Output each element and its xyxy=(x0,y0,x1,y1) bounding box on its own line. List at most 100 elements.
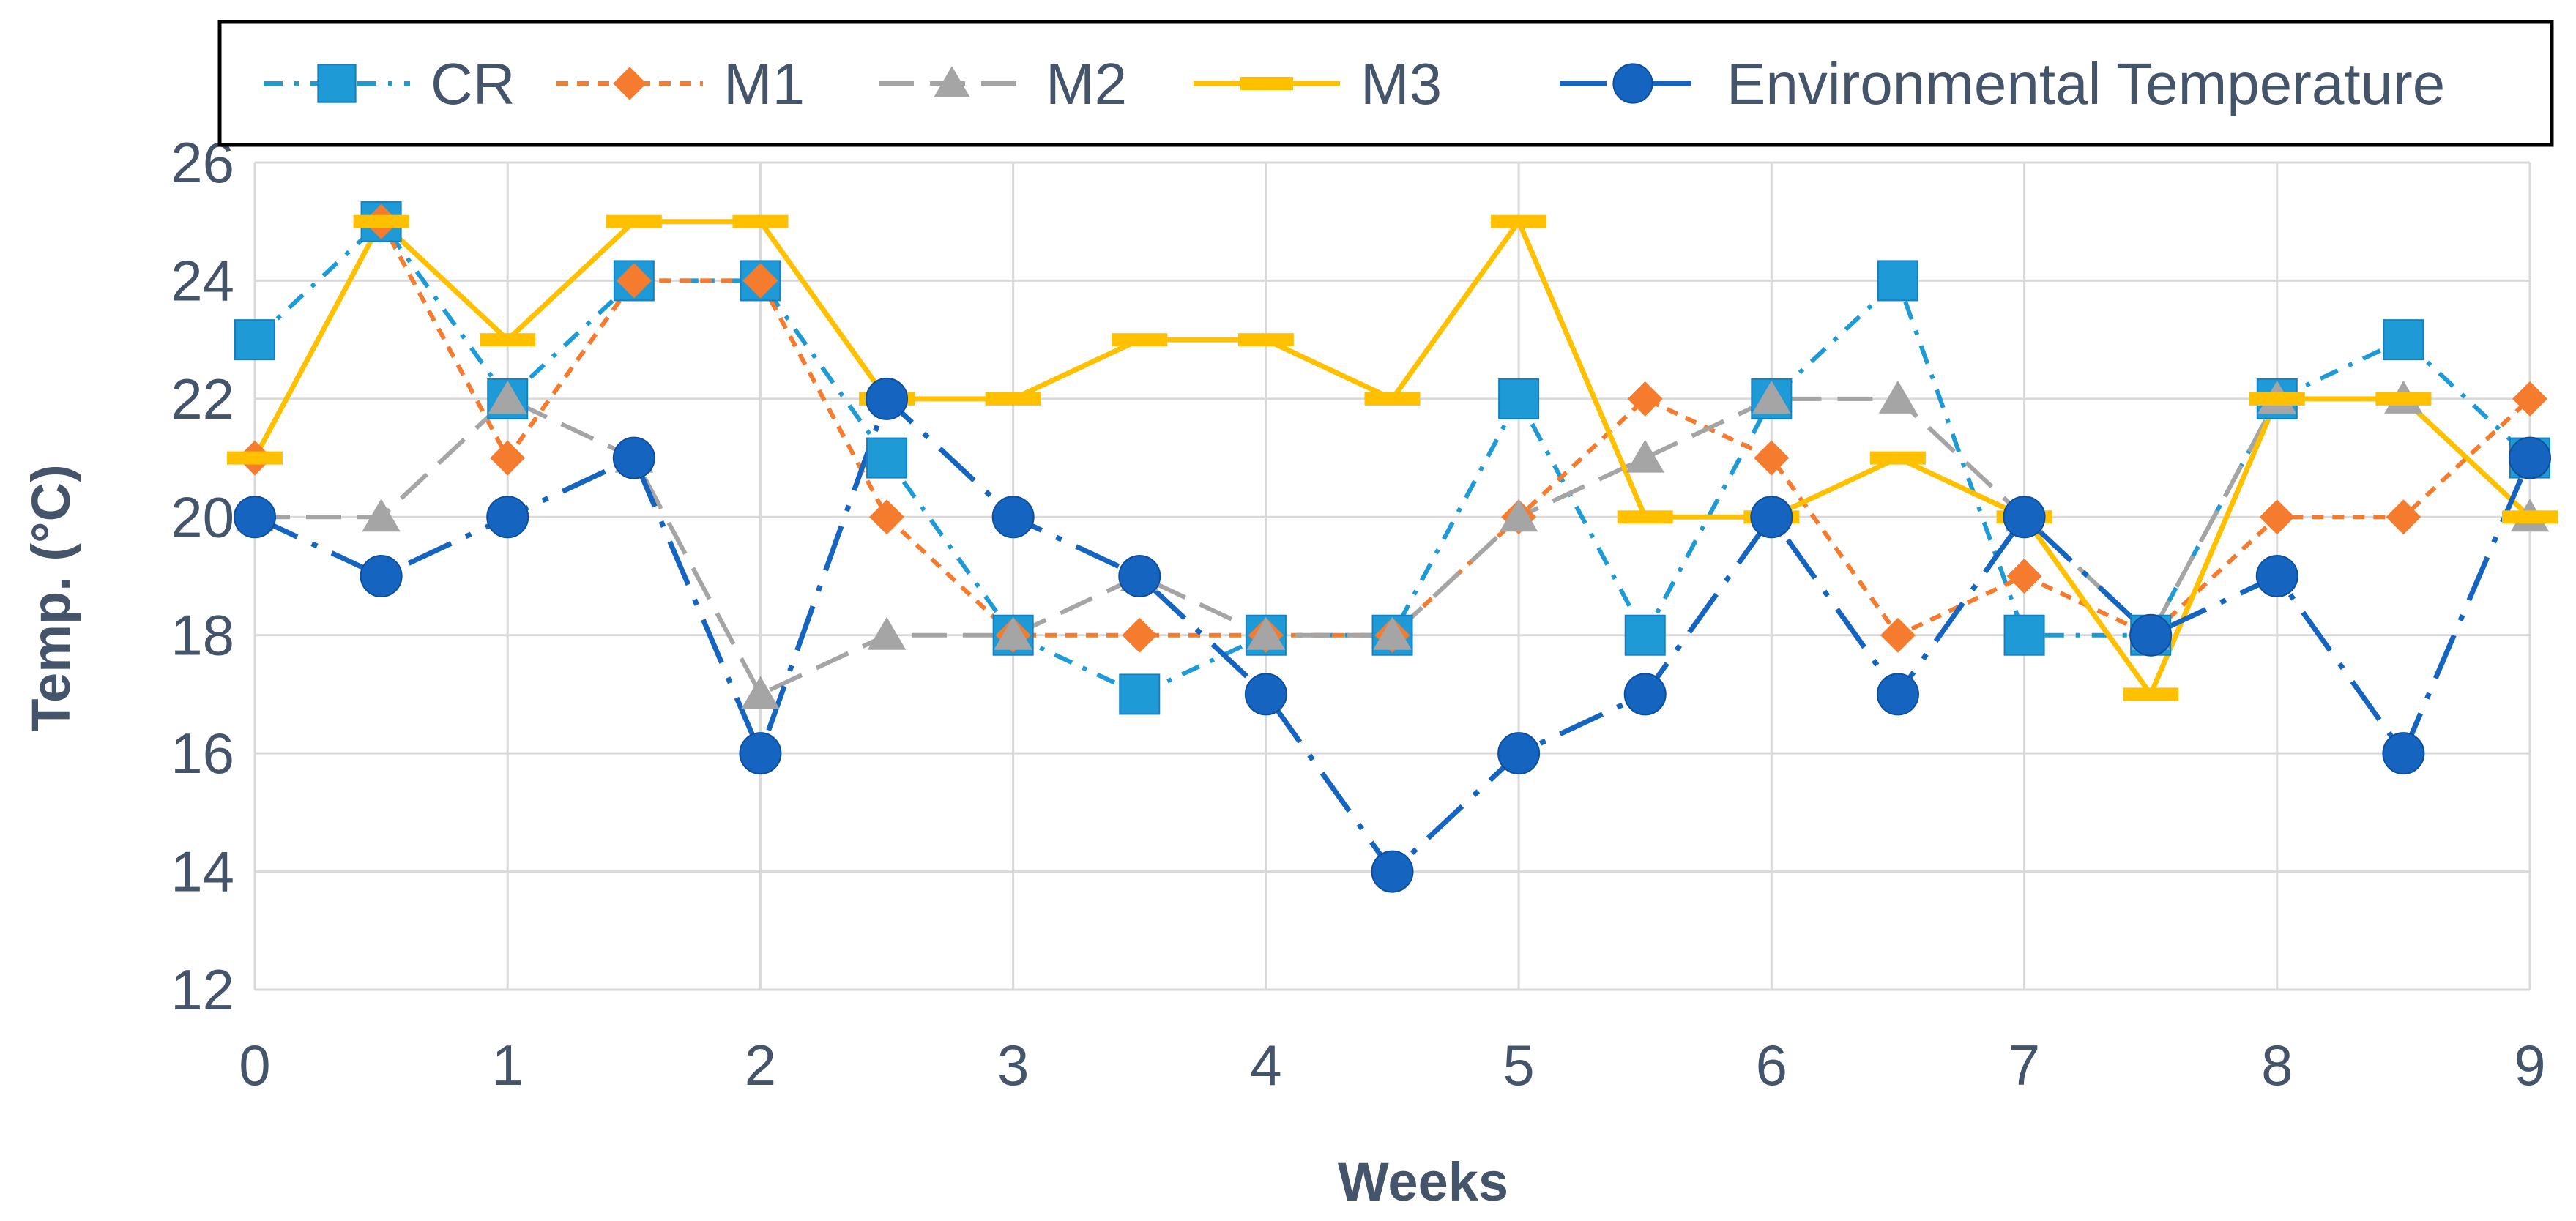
data-point-m2 xyxy=(1752,380,1791,414)
data-point-environmental-temperature xyxy=(1497,732,1541,775)
legend: CR M1 M2 M3 Environmental Temperature xyxy=(217,20,2554,147)
data-point-environmental-temperature xyxy=(1244,673,1287,716)
legend-label-m2: M2 xyxy=(1046,51,1127,116)
data-point-m1 xyxy=(869,499,905,535)
data-point-m1 xyxy=(2386,499,2421,535)
y-tick-label: 20 xyxy=(171,485,234,549)
x-tick-label: 9 xyxy=(2514,1033,2545,1097)
y-tick-label: 24 xyxy=(171,248,234,313)
data-point-m3 xyxy=(2375,392,2432,406)
data-point-m3 xyxy=(732,214,789,228)
series-lines xyxy=(252,219,2533,875)
data-point-environmental-temperature xyxy=(2382,732,2425,775)
data-point-environmental-temperature xyxy=(2003,496,2046,539)
data-point-m1 xyxy=(1880,617,1916,653)
y-tick-label: 22 xyxy=(171,367,234,431)
x-tick-label: 6 xyxy=(1756,1033,1787,1097)
x-tick-label: 4 xyxy=(1250,1033,1281,1097)
data-point-m3 xyxy=(1364,392,1421,406)
data-point-cr xyxy=(2383,319,2424,361)
data-point-environmental-temperature xyxy=(612,436,655,479)
data-point-m1 xyxy=(742,263,778,299)
y-tick-label: 12 xyxy=(171,957,234,1022)
series-line-m1 xyxy=(253,219,2532,638)
data-point-environmental-temperature xyxy=(2255,555,2298,597)
data-point-m3 xyxy=(1491,214,1547,228)
data-point-m1 xyxy=(2006,559,2042,594)
data-point-cr xyxy=(1119,673,1161,715)
x-tick-label: 8 xyxy=(2261,1033,2293,1097)
data-point-m3 xyxy=(353,214,409,228)
data-point-m2 xyxy=(1499,499,1538,532)
data-point-environmental-temperature xyxy=(1623,673,1667,716)
data-point-cr xyxy=(866,437,908,479)
data-point-environmental-temperature xyxy=(234,496,276,539)
data-point-m2 xyxy=(994,616,1032,650)
data-point-m3 xyxy=(1112,333,1168,347)
data-point-m3 xyxy=(2123,687,2179,701)
legend-marker-environmental-temperature xyxy=(1612,63,1653,104)
data-point-m2 xyxy=(488,380,527,414)
legend-marker-m3 xyxy=(1240,77,1294,90)
data-point-m2 xyxy=(1626,439,1664,473)
x-tick-label: 3 xyxy=(997,1033,1029,1097)
data-point-m2 xyxy=(362,499,401,532)
legend-label-cr: CR xyxy=(431,51,515,116)
data-point-m2 xyxy=(1373,616,1412,650)
data-point-cr xyxy=(234,319,275,361)
legend-marker-m1 xyxy=(613,67,647,100)
data-point-cr xyxy=(2003,614,2045,656)
x-tick-label: 0 xyxy=(239,1033,270,1097)
data-point-environmental-temperature xyxy=(1371,850,1414,893)
data-point-cr xyxy=(1624,614,1666,656)
data-point-environmental-temperature xyxy=(2509,436,2551,479)
data-point-environmental-temperature xyxy=(486,496,529,539)
data-point-m3 xyxy=(606,214,662,228)
y-tick-label: 14 xyxy=(171,840,234,904)
data-point-m1 xyxy=(490,440,526,476)
legend-marker-m2 xyxy=(934,66,970,97)
data-point-m1 xyxy=(1627,381,1663,417)
data-point-m3 xyxy=(1869,451,1926,465)
x-tick-label: 2 xyxy=(745,1033,776,1097)
data-point-m1 xyxy=(1754,440,1790,476)
data-point-m1 xyxy=(2259,499,2295,535)
data-point-m2 xyxy=(867,616,907,650)
data-point-cr xyxy=(1877,260,1918,302)
data-point-environmental-temperature xyxy=(2129,613,2173,657)
data-point-m2 xyxy=(1246,616,1286,650)
legend-label-m3: M3 xyxy=(1360,51,1442,116)
data-point-m3 xyxy=(1617,510,1673,524)
data-point-environmental-temperature xyxy=(1750,496,1793,539)
x-tick-label: 5 xyxy=(1503,1033,1534,1097)
data-point-m2 xyxy=(1878,380,1918,414)
data-point-m3 xyxy=(1237,333,1294,347)
legend-marker-cr xyxy=(317,64,357,103)
series-markers xyxy=(227,201,2558,893)
y-tick-label: 18 xyxy=(171,603,234,668)
data-point-m3 xyxy=(985,392,1041,406)
data-point-m1 xyxy=(616,263,652,299)
data-point-cr xyxy=(1498,378,1540,419)
data-point-environmental-temperature xyxy=(1118,555,1161,597)
data-point-m1 xyxy=(1122,617,1158,653)
x-tick-label: 1 xyxy=(492,1033,524,1097)
data-point-m1 xyxy=(2512,381,2547,417)
data-point-m3 xyxy=(2249,392,2305,406)
data-point-environmental-temperature xyxy=(360,555,403,597)
data-point-m2 xyxy=(741,676,780,709)
data-point-environmental-temperature xyxy=(991,496,1035,539)
data-point-m3 xyxy=(2502,510,2558,524)
data-point-m3 xyxy=(227,451,283,465)
y-tick-label: 16 xyxy=(171,721,234,785)
legend-label-m1: M1 xyxy=(723,51,805,116)
data-point-m3 xyxy=(480,333,536,347)
data-point-environmental-temperature xyxy=(739,732,782,775)
legend-label-environmental-temperature: Environmental Temperature xyxy=(1727,51,2445,116)
x-axis-title: Weeks xyxy=(1338,1151,1508,1212)
data-point-environmental-temperature xyxy=(1876,673,1919,716)
data-point-environmental-temperature xyxy=(866,377,909,420)
